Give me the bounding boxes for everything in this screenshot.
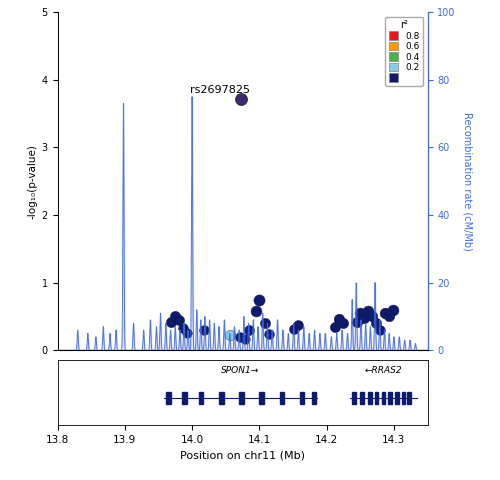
- Point: [294, 322, 302, 329]
- Point: [340, 319, 347, 327]
- Point: [290, 325, 298, 333]
- Bar: [239, 392, 244, 404]
- Point: [372, 319, 380, 327]
- Point: [266, 330, 274, 338]
- Text: ←RRAS2: ←RRAS2: [365, 366, 403, 375]
- Bar: [182, 392, 186, 404]
- Point: [178, 324, 186, 332]
- Bar: [375, 392, 378, 404]
- Point: [260, 319, 268, 327]
- Text: rs2697825: rs2697825: [190, 84, 250, 95]
- Point: [237, 95, 245, 102]
- Bar: [402, 392, 406, 404]
- Bar: [382, 392, 385, 404]
- Point: [368, 312, 376, 320]
- Bar: [199, 392, 203, 404]
- Point: [353, 318, 361, 326]
- Bar: [352, 392, 356, 404]
- Point: [389, 306, 397, 313]
- Point: [226, 331, 234, 338]
- Point: [381, 309, 389, 317]
- Point: [174, 316, 182, 324]
- Point: [256, 296, 264, 303]
- Bar: [219, 392, 224, 404]
- X-axis label: Position on chr11 (Mb): Position on chr11 (Mb): [180, 450, 305, 460]
- Y-axis label: -log₁₀(p-value): -log₁₀(p-value): [28, 144, 38, 218]
- Y-axis label: Recombination rate (cM/Mb): Recombination rate (cM/Mb): [462, 112, 472, 251]
- Point: [200, 326, 208, 334]
- Bar: [368, 392, 372, 404]
- Bar: [166, 392, 171, 404]
- Point: [385, 312, 393, 320]
- Point: [236, 333, 244, 341]
- Point: [376, 326, 384, 334]
- Point: [332, 323, 340, 330]
- Text: SPON1→: SPON1→: [221, 366, 260, 375]
- Bar: [408, 392, 410, 404]
- Point: [364, 307, 372, 315]
- Bar: [360, 392, 364, 404]
- Bar: [260, 392, 264, 404]
- Point: [240, 335, 248, 343]
- Bar: [312, 392, 316, 404]
- Bar: [388, 392, 392, 404]
- Point: [336, 315, 344, 323]
- Point: [170, 312, 178, 320]
- Bar: [395, 392, 398, 404]
- Legend: 0.8, 0.6, 0.4, 0.2,  : 0.8, 0.6, 0.4, 0.2,: [385, 16, 423, 86]
- Bar: [280, 392, 284, 404]
- Point: [245, 326, 253, 334]
- Point: [356, 309, 364, 317]
- Bar: [300, 392, 304, 404]
- Point: [166, 318, 174, 326]
- Point: [252, 307, 260, 315]
- Point: [182, 329, 190, 336]
- Point: [360, 315, 368, 323]
